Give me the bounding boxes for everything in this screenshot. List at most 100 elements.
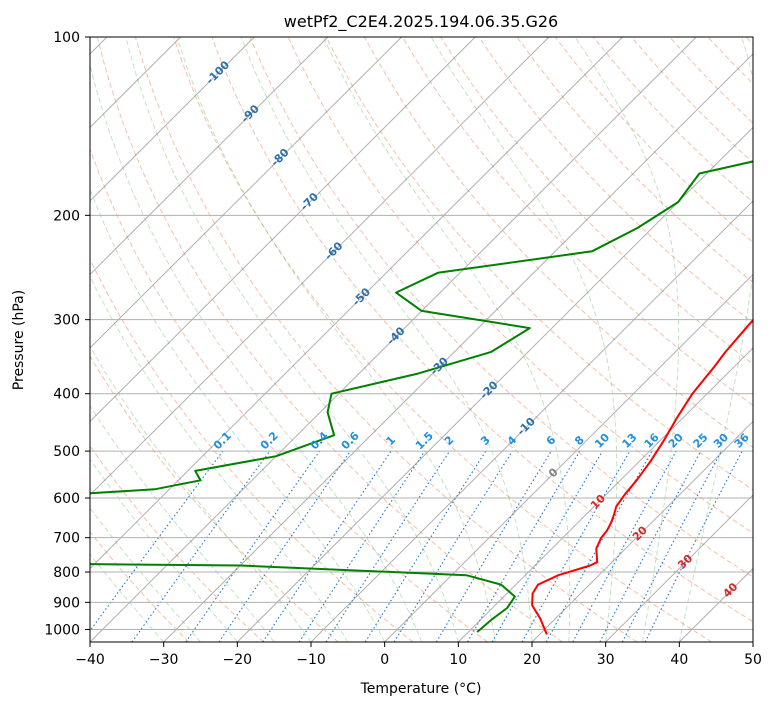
moist-adiabat bbox=[322, 37, 571, 642]
moist-adiabat bbox=[90, 404, 275, 642]
y-tick-label: 1000 bbox=[44, 622, 80, 638]
mixing-ratio-label: 13 bbox=[620, 431, 640, 451]
moist-adiabat bbox=[90, 188, 386, 642]
mixing-ratio-line bbox=[467, 450, 581, 642]
mixing-ratio-label: 6 bbox=[544, 433, 559, 448]
mixing-ratio-line bbox=[644, 450, 743, 642]
mixing-ratio-line bbox=[393, 450, 513, 642]
moist-adiabat bbox=[90, 345, 312, 642]
x-tick-label: 0 bbox=[380, 652, 389, 668]
mixing-ratio-line bbox=[262, 450, 392, 642]
isotherm-label: -10 bbox=[515, 415, 538, 438]
isotherm-line bbox=[457, 347, 753, 642]
y-tick-label: 100 bbox=[53, 30, 80, 46]
mixing-ratio-label: 3 bbox=[478, 433, 493, 448]
x-axis-label: Temperature (°C) bbox=[360, 681, 482, 697]
dry-adiabat bbox=[90, 258, 414, 642]
y-tick-label: 200 bbox=[53, 208, 80, 224]
mixing-ratio-line bbox=[572, 450, 677, 642]
moist-adiabat bbox=[90, 458, 238, 642]
y-tick-label: 500 bbox=[53, 444, 80, 460]
mixing-ratio-label: 0.4 bbox=[308, 429, 331, 452]
moist-adiabats bbox=[90, 37, 753, 642]
isotherm-line bbox=[384, 273, 753, 642]
x-tick-label: 50 bbox=[744, 652, 762, 668]
isotherm-line bbox=[90, 37, 623, 570]
x-tick-label: −40 bbox=[75, 652, 105, 668]
mixing-ratio-label: 36 bbox=[732, 430, 752, 450]
isotherm-line bbox=[90, 37, 255, 202]
mixing-ratio-line bbox=[90, 450, 224, 632]
temperature-line bbox=[531, 318, 753, 635]
isotherm-line bbox=[90, 37, 402, 349]
x-tick-label: 10 bbox=[449, 652, 467, 668]
dewpoint-line bbox=[90, 160, 753, 633]
mixing-ratio-label: 2 bbox=[442, 433, 457, 448]
x-axis-ticks: −40 −30 −20 −10 0 10 20 30 40 50 bbox=[75, 642, 762, 668]
mixing-ratio-line bbox=[435, 450, 552, 642]
profile-lines bbox=[90, 160, 753, 635]
moist-adiabat bbox=[430, 37, 618, 642]
mixing-ratio-line bbox=[521, 450, 631, 642]
isotherm-line bbox=[90, 37, 329, 276]
moist-adiabat bbox=[90, 507, 201, 642]
mixing-ratio-label: 0.2 bbox=[258, 429, 281, 452]
dry-adiabat bbox=[325, 37, 753, 491]
isotherm-line bbox=[90, 37, 697, 642]
isotherm-line bbox=[90, 37, 476, 423]
dry-adiabat bbox=[554, 37, 753, 243]
moist-adiabat bbox=[90, 275, 349, 642]
plot-frame bbox=[89, 36, 754, 643]
y-tick-label: 300 bbox=[53, 313, 80, 329]
x-tick-label: −30 bbox=[149, 652, 179, 668]
mixing-ratio-line bbox=[599, 450, 702, 642]
dry-adiabat bbox=[211, 37, 753, 623]
plot-area: -100-90-80-70-60-50-40-30-20-100.1 0.2 0.4… bbox=[90, 37, 753, 642]
dry-adiabat bbox=[249, 37, 753, 578]
y-axis-ticks: 1000 900 800 700 600 500 400 300 200 100 bbox=[44, 30, 90, 638]
mixing-ratio-label: 30 bbox=[711, 430, 731, 450]
y-tick-label: 600 bbox=[53, 491, 80, 507]
pressure-gridlines bbox=[90, 37, 753, 630]
isotherm-line bbox=[605, 494, 753, 642]
dry-adiabat bbox=[592, 37, 753, 203]
mixing-ratio-label: 1.5 bbox=[413, 429, 436, 452]
dry-adiabats bbox=[90, 37, 753, 642]
mixing-ratio-line bbox=[325, 450, 451, 642]
x-tick-label: −10 bbox=[296, 652, 326, 668]
x-tick-label: 40 bbox=[670, 652, 688, 668]
mixing-ratio-line bbox=[545, 450, 653, 642]
mixing-ratio-label: 10 bbox=[592, 430, 612, 450]
isotherm-line bbox=[678, 567, 753, 642]
dry-adiabat bbox=[363, 37, 753, 448]
isotherm-line bbox=[163, 53, 753, 642]
mixing-ratio-line bbox=[218, 450, 351, 642]
mixing-ratio-line bbox=[131, 450, 271, 642]
isotherm-label: 40 bbox=[720, 580, 740, 600]
dry-adiabat bbox=[173, 37, 712, 642]
x-tick-label: 20 bbox=[523, 652, 541, 668]
isotherm-line bbox=[752, 641, 753, 642]
dry-adiabat bbox=[90, 355, 339, 642]
dry-adiabat bbox=[402, 37, 753, 406]
isotherm-line bbox=[310, 200, 753, 642]
dry-adiabat bbox=[90, 530, 190, 642]
y-tick-label: 400 bbox=[53, 387, 80, 403]
mixing-ratio-label: 0.1 bbox=[211, 429, 234, 452]
y-tick-label: 800 bbox=[53, 565, 80, 581]
isotherms bbox=[90, 37, 753, 642]
y-axis-label: Pressure (hPa) bbox=[11, 290, 27, 390]
isotherm-line bbox=[236, 126, 753, 642]
moist-adiabat bbox=[176, 37, 496, 642]
mixing-ratio-label: 8 bbox=[572, 433, 587, 448]
moist-adiabat bbox=[574, 37, 680, 642]
isotherm-line bbox=[531, 420, 753, 642]
dry-adiabat bbox=[745, 37, 753, 45]
chart-title: wetPf2_C2E4.2025.194.06.35.G26 bbox=[284, 12, 558, 32]
dry-adiabat bbox=[134, 37, 638, 642]
y-tick-label: 900 bbox=[53, 595, 80, 611]
dry-adiabat bbox=[516, 37, 753, 284]
moist-adiabat bbox=[678, 37, 753, 642]
dry-adiabat bbox=[90, 147, 488, 642]
